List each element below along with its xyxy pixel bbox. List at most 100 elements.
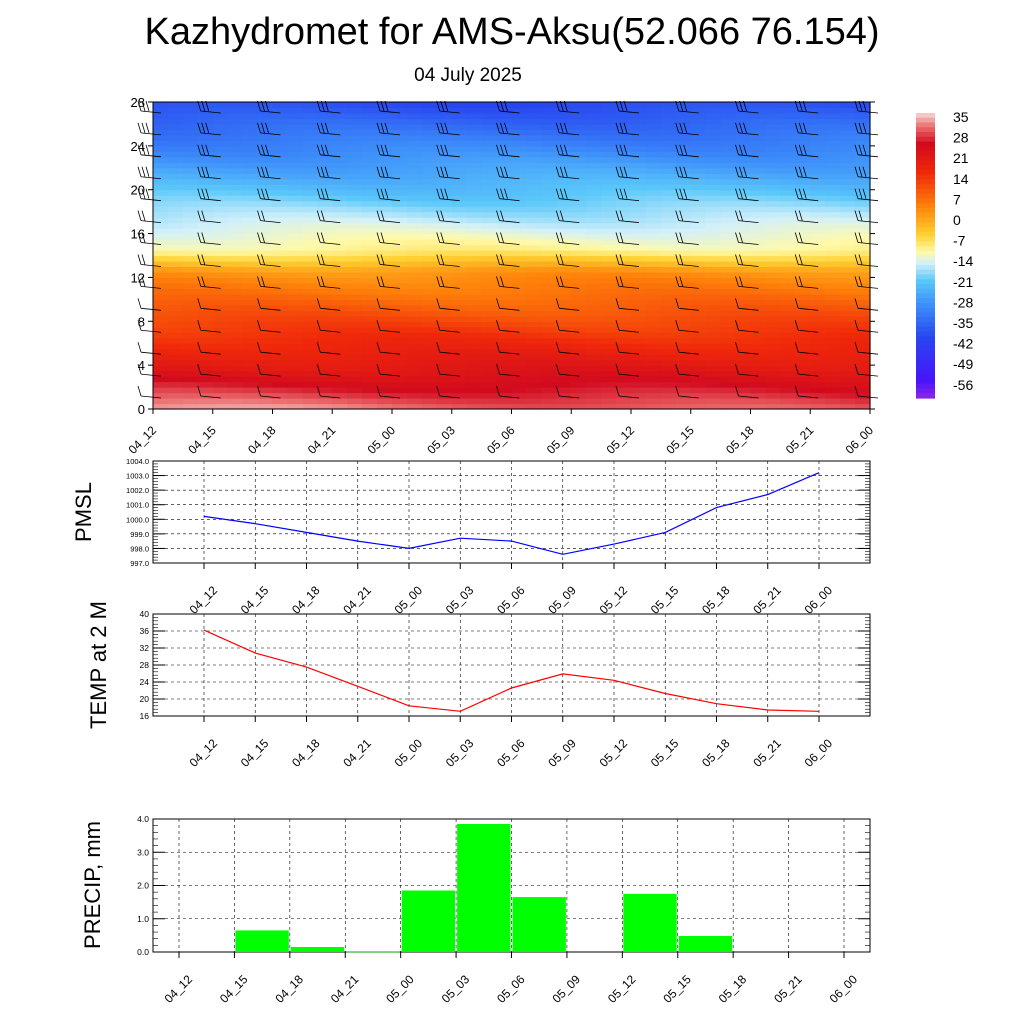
heatmap-cell: [377, 288, 393, 295]
heatmap-cell: [377, 134, 393, 141]
heatmap-cell: [362, 266, 378, 273]
heatmap-cell: [675, 233, 692, 240]
heatmap-cell: [616, 140, 632, 147]
heatmap-cell: [332, 326, 348, 333]
heatmap-cell: [810, 107, 826, 114]
heatmap-cell: [481, 315, 498, 322]
wind-barb-feather: [500, 100, 504, 112]
wind-barb: [798, 264, 819, 267]
heatmap-cell: [556, 140, 572, 147]
wind-barb-feather: [201, 122, 206, 134]
heatmap-cell: [541, 282, 557, 289]
heatmap-cell: [765, 370, 781, 377]
heatmap-cell: [242, 184, 259, 191]
heatmap-cell: [586, 277, 602, 284]
heatmap-cell: [855, 195, 871, 202]
heatmap-cell: [302, 381, 318, 388]
heatmap-cell: [153, 343, 169, 350]
heatmap-cell: [332, 217, 348, 224]
heatmap-cell: [526, 288, 542, 295]
wind-barb: [200, 329, 221, 333]
heatmap-cell: [556, 255, 572, 262]
heatmap-cell: [616, 195, 632, 202]
heatmap-cell: [690, 173, 707, 180]
heatmap-cell: [197, 233, 214, 240]
heatmap-cell: [272, 365, 289, 372]
heatmap-cell: [317, 398, 333, 405]
heatmap-cell: [601, 293, 617, 300]
wind-barb-feather: [798, 144, 803, 155]
wind-barb-feather: [197, 122, 202, 134]
wind-barb-feather: [316, 385, 321, 397]
heatmap-cell: [227, 107, 244, 114]
heatmap-cell: [571, 359, 587, 366]
heatmap-cell: [526, 387, 542, 394]
heatmap-cell: [645, 277, 662, 284]
wind-barb: [559, 154, 580, 158]
heatmap-cell: [287, 288, 303, 295]
heatmap-cell: [660, 277, 677, 284]
heatmap-cell: [153, 310, 169, 317]
heatmap-cell: [347, 293, 363, 300]
wind-barb-feather: [324, 122, 329, 134]
heatmap-cell: [153, 381, 169, 388]
heatmap-cell: [720, 299, 737, 306]
colorbar-swatch: [916, 189, 935, 195]
heatmap-cell: [451, 255, 468, 262]
heatmap-cell: [362, 288, 378, 295]
wind-barb-feather: [619, 144, 624, 155]
heatmap-cell: [182, 332, 199, 339]
heatmap-cell: [347, 348, 363, 355]
heatmap-cell: [451, 233, 468, 240]
wind-barb: [140, 351, 162, 355]
heatmap-cell: [556, 293, 572, 300]
pmsl-ytick-label: 999.0: [130, 530, 149, 539]
wind-barb-feather: [619, 210, 624, 221]
heatmap-cell: [421, 167, 438, 174]
heatmap-cell: [421, 359, 438, 366]
wind-barb: [260, 307, 281, 311]
heatmap-cell: [406, 321, 423, 328]
wind-barb: [439, 307, 460, 311]
wind-barb: [738, 220, 759, 224]
heatmap-cell: [645, 118, 662, 125]
wind-barb-feather: [440, 122, 445, 134]
precip-ylabel: PRECIP, mm: [80, 821, 105, 949]
heatmap-cell: [631, 239, 647, 246]
wind-barb-feather: [496, 100, 500, 112]
heatmap-cell: [406, 370, 423, 377]
heatmap-cell: [377, 112, 393, 120]
heatmap-cell: [675, 134, 692, 141]
wind-barb-feather: [145, 100, 150, 112]
heatmap-cell: [855, 162, 871, 169]
heatmap-cell: [153, 233, 169, 240]
heatmap-cell: [795, 348, 811, 355]
heatmap-cell: [795, 173, 811, 180]
heatmap-cell: [227, 392, 244, 399]
heatmap-cell: [586, 118, 602, 125]
wind-barb-feather: [496, 320, 500, 331]
heatmap-cell: [212, 359, 229, 366]
wind-barb-feather: [854, 363, 859, 375]
wind-barb-feather: [615, 232, 620, 243]
heatmap-cell: [421, 266, 438, 273]
heatmap-cell: [720, 365, 737, 372]
heatmap-cell: [675, 167, 692, 174]
heatmap-cell: [601, 403, 617, 410]
heatmap-cell: [153, 332, 169, 339]
heatmap-cell: [272, 102, 289, 109]
heatmap-cell: [571, 321, 587, 328]
heatmap-cell: [690, 304, 707, 311]
wind-barb: [559, 176, 580, 180]
heatmap-cell: [541, 332, 557, 339]
heatmap-cell: [750, 266, 767, 273]
heatmap-cell: [750, 392, 767, 399]
colorbar-label: 7: [953, 191, 961, 207]
heatmap-cell: [272, 266, 289, 273]
heatmap-cell: [182, 250, 199, 257]
heatmap-cell: [720, 321, 737, 328]
wind-barb: [738, 351, 759, 355]
wind-barb-feather: [496, 363, 500, 375]
heatmap-cell: [541, 184, 557, 191]
heatmap-cell: [586, 151, 602, 158]
